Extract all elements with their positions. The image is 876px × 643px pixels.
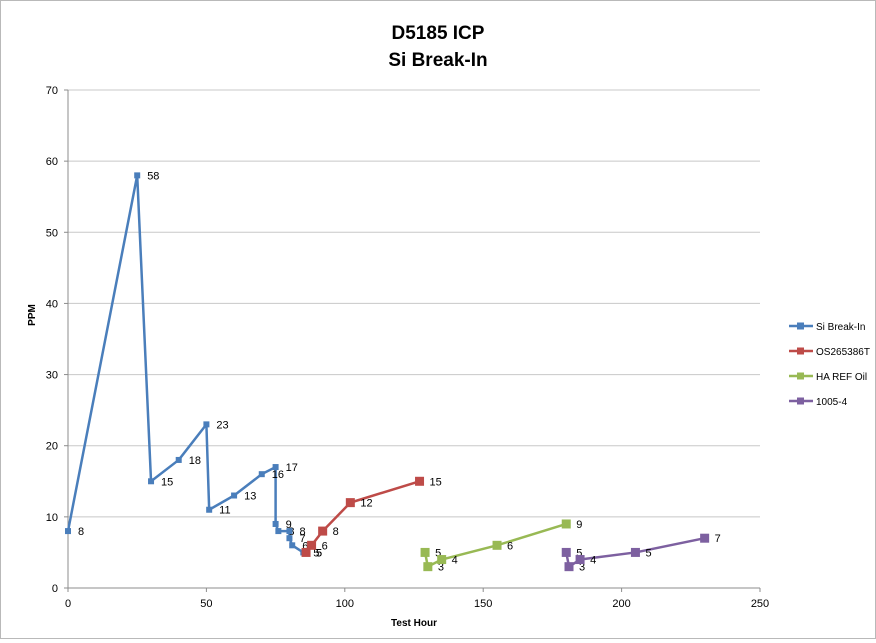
data-label-3-3: 5 (645, 547, 651, 559)
data-label-0-1: 58 (147, 170, 159, 182)
axes (67, 90, 760, 589)
data-label-2-0: 5 (435, 547, 441, 559)
data-point-0-0 (65, 528, 71, 535)
legend-marker-3 (797, 397, 804, 405)
data-label-1-4: 15 (430, 476, 442, 488)
series-0: 858151823111316179887655 (65, 170, 322, 559)
data-label-0-9: 9 (286, 519, 292, 531)
x-tick-label-100: 100 (336, 598, 354, 610)
data-point-0-12 (286, 535, 293, 542)
data-label-0-0: 8 (78, 526, 84, 538)
data-point-0-11 (286, 528, 293, 535)
data-point-0-3 (175, 456, 182, 463)
data-label-2-4: 9 (576, 519, 582, 531)
legend-label-0: Si Break-In (816, 322, 865, 333)
legend: Si Break-In OS265386T HA REF Oil 1005-4 (789, 322, 870, 408)
data-point-1-1 (307, 540, 317, 550)
data-label-0-7: 16 (272, 469, 284, 481)
data-label-3-4: 7 (715, 533, 721, 545)
data-point-1-2 (318, 526, 328, 536)
data-label-0-8: 17 (286, 462, 298, 474)
data-point-3-0 (561, 547, 571, 557)
chart-title-line-2: Si Break-In (388, 50, 487, 71)
data-point-1-4 (415, 476, 425, 486)
data-point-1-0 (301, 547, 311, 557)
data-label-0-15: 5 (316, 547, 322, 559)
data-point-0-5 (206, 506, 213, 513)
y-tick-label-50: 50 (46, 227, 58, 239)
x-axis-label: Test Hour (391, 618, 437, 629)
data-label-0-2: 15 (161, 476, 173, 488)
x-tick-label-200: 200 (612, 598, 630, 610)
data-point-2-0 (420, 547, 430, 557)
tick-labels: 0 10 20 30 40 50 60 70 0 50 100 150 200 250 (46, 85, 769, 610)
data-point-0-13 (289, 542, 296, 549)
legend-marker-0 (797, 322, 804, 330)
legend-label-3: 1005-4 (816, 397, 848, 408)
data-point-0-6 (231, 492, 238, 499)
data-label-2-1: 3 (438, 562, 444, 574)
data-point-3-1 (564, 562, 574, 572)
y-tick-label-0: 0 (52, 583, 58, 595)
x-tick-label-0: 0 (65, 598, 71, 610)
y-tick-label-20: 20 (46, 441, 58, 453)
legend-label-1: OS265386T (816, 347, 870, 358)
data-label-1-3: 12 (360, 498, 372, 510)
data-point-2-2 (437, 555, 447, 565)
data-label-0-3: 18 (189, 455, 201, 467)
y-tick-label-60: 60 (46, 156, 58, 168)
chart-title-line-1: D5185 ICP (392, 23, 485, 44)
data-point-0-4 (203, 421, 210, 428)
y-tick-label-40: 40 (46, 298, 58, 310)
x-tick-label-150: 150 (474, 598, 492, 610)
data-label-1-0: 5 (316, 547, 322, 559)
y-tick-label-70: 70 (46, 85, 58, 97)
legend-label-2: HA REF Oil (816, 372, 867, 383)
data-point-3-2 (575, 555, 585, 565)
data-label-3-1: 3 (579, 562, 585, 574)
data-label-2-3: 6 (507, 540, 513, 552)
data-label-0-12: 7 (299, 533, 305, 545)
data-label-0-13: 6 (302, 540, 308, 552)
x-tick-label-50: 50 (200, 598, 212, 610)
data-label-0-6: 13 (244, 491, 256, 503)
data-point-2-3 (492, 540, 502, 550)
y-tick-label-10: 10 (46, 512, 58, 524)
data-label-1-2: 8 (333, 526, 339, 538)
legend-marker-1 (797, 347, 804, 355)
data-label-0-5: 11 (219, 505, 230, 517)
y-axis-label: PPM (27, 304, 38, 326)
series-line-0 (66, 174, 307, 554)
data-label-1-1: 6 (322, 540, 328, 552)
data-label-3-0: 5 (576, 547, 582, 559)
data-point-3-4 (700, 533, 710, 543)
data-point-1-3 (345, 498, 355, 508)
legend-marker-2 (797, 372, 804, 380)
x-tick-label-250: 250 (751, 598, 769, 610)
series-group: 8581518231113161798876555681215534695345… (65, 170, 721, 574)
data-point-3-3 (630, 547, 640, 557)
data-label-2-2: 4 (452, 555, 458, 567)
data-point-2-1 (423, 562, 433, 572)
data-label-3-2: 4 (590, 555, 596, 567)
data-label-0-4: 23 (216, 419, 228, 431)
data-point-2-4 (561, 519, 571, 529)
gridlines (68, 89, 760, 518)
data-point-0-9 (272, 520, 279, 527)
data-point-0-2 (148, 478, 155, 485)
data-point-0-1 (134, 172, 141, 179)
data-point-0-10 (275, 528, 282, 535)
data-label-0-11: 8 (299, 526, 305, 538)
y-tick-label-30: 30 (46, 370, 58, 382)
data-label-0-14: 5 (313, 547, 319, 559)
data-point-0-8 (272, 464, 279, 471)
data-point-0-7 (258, 471, 265, 478)
